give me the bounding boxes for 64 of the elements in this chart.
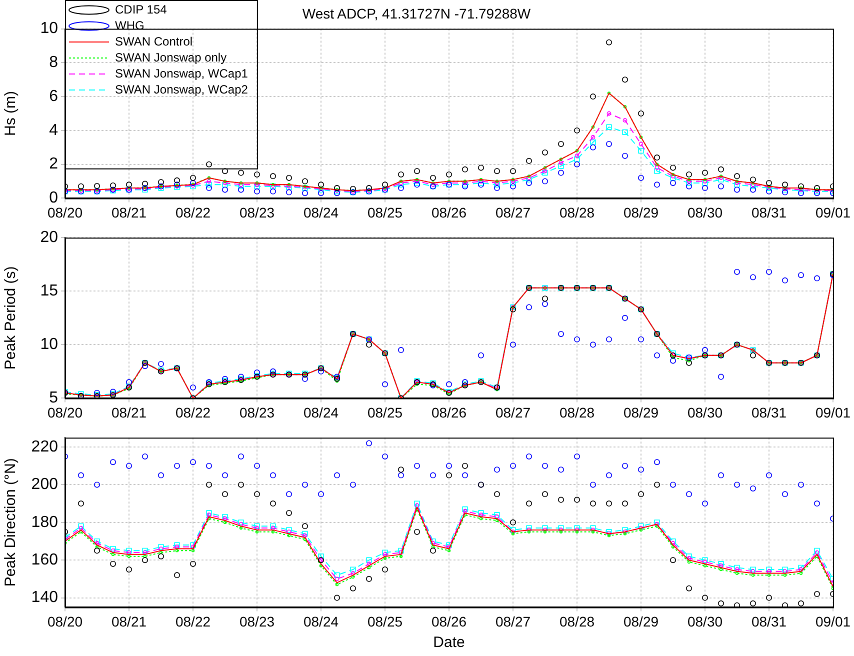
x-tick-label: 08/25 — [367, 613, 403, 630]
y-axis-title: Hs (m) — [2, 91, 20, 136]
x-tick-label: 08/28 — [559, 404, 595, 420]
x-tick-label: 08/21 — [111, 613, 147, 630]
y-tick-label: 20 — [40, 229, 58, 246]
x-tick-label: 08/21 — [111, 204, 147, 220]
x-tick-label: 08/22 — [175, 204, 211, 220]
y-tick-label: 0 — [49, 190, 58, 207]
x-tick-label: 08/22 — [175, 613, 211, 630]
x-tick-label: 08/29 — [623, 204, 659, 220]
y-tick-label: 6 — [49, 88, 58, 105]
x-tick-label: 08/29 — [623, 404, 659, 420]
y-tick-label: 10 — [40, 336, 58, 354]
x-tick-label: 08/23 — [239, 613, 275, 630]
x-tick-label: 08/31 — [751, 404, 787, 420]
legend-label: SWAN Jonswap, WCap1 — [115, 66, 248, 80]
x-tick-label: 08/20 — [47, 404, 83, 420]
y-tick-label: 180 — [31, 514, 58, 531]
x-tick-label: 08/20 — [47, 204, 83, 220]
chart-title: West ADCP, 41.31727N -71.79288W — [302, 5, 532, 22]
y-tick-label: 2 — [49, 156, 58, 173]
x-tick-label: 08/21 — [111, 404, 147, 420]
x-tick-label: 08/31 — [751, 613, 787, 630]
y-tick-label: 4 — [49, 122, 58, 139]
x-tick-label: 08/30 — [687, 204, 723, 220]
x-tick-label: 08/28 — [559, 204, 595, 220]
x-tick-label: 08/28 — [559, 613, 595, 630]
x-tick-label: 08/30 — [687, 613, 723, 630]
y-axis-title: Peak Period (s) — [2, 266, 20, 370]
y-axis-title: Peak Direction (°N) — [2, 458, 20, 587]
x-tick-label: 08/27 — [495, 613, 531, 630]
x-tick-label: 09/01 — [815, 204, 851, 220]
y-tick-label: 200 — [31, 476, 58, 494]
x-tick-label: 08/31 — [751, 204, 787, 220]
x-tick-label: 08/30 — [687, 404, 723, 420]
x-tick-label: 08/25 — [367, 404, 403, 420]
y-tick-label: 5 — [49, 390, 58, 407]
y-tick-label: 10 — [40, 20, 58, 38]
legend-label: SWAN Jonswap, WCap2 — [115, 82, 248, 96]
x-tick-label: 09/01 — [815, 613, 851, 630]
x-tick-label: 08/20 — [47, 613, 83, 630]
y-tick-label: 220 — [31, 438, 58, 456]
x-tick-label: 08/23 — [239, 204, 275, 220]
legend-label: SWAN Jonswap only — [115, 50, 227, 64]
x-tick-label: 08/25 — [367, 204, 403, 220]
x-tick-label: 08/27 — [495, 404, 531, 420]
y-tick-label: 140 — [31, 589, 58, 606]
x-tick-label: 08/24 — [303, 204, 339, 220]
legend-label: SWAN Control — [115, 34, 193, 48]
x-tick-label: 08/26 — [431, 204, 467, 220]
legend-label: CDIP 154 — [115, 2, 168, 16]
x-tick-label: 08/29 — [623, 613, 659, 630]
x-tick-label: 08/24 — [303, 404, 339, 420]
x-tick-label: 08/22 — [175, 404, 211, 420]
x-tick-label: 09/01 — [815, 404, 851, 420]
x-tick-label: 08/24 — [303, 613, 339, 630]
x-tick-label: 08/27 — [495, 204, 531, 220]
x-tick-label: 08/26 — [431, 613, 467, 630]
x-tick-label: 08/23 — [239, 404, 275, 420]
y-tick-label: 8 — [49, 54, 58, 72]
x-tick-label: 08/26 — [431, 404, 467, 420]
y-tick-label: 160 — [31, 551, 58, 568]
y-tick-label: 15 — [40, 282, 58, 300]
x-axis-title: Date — [433, 634, 465, 652]
